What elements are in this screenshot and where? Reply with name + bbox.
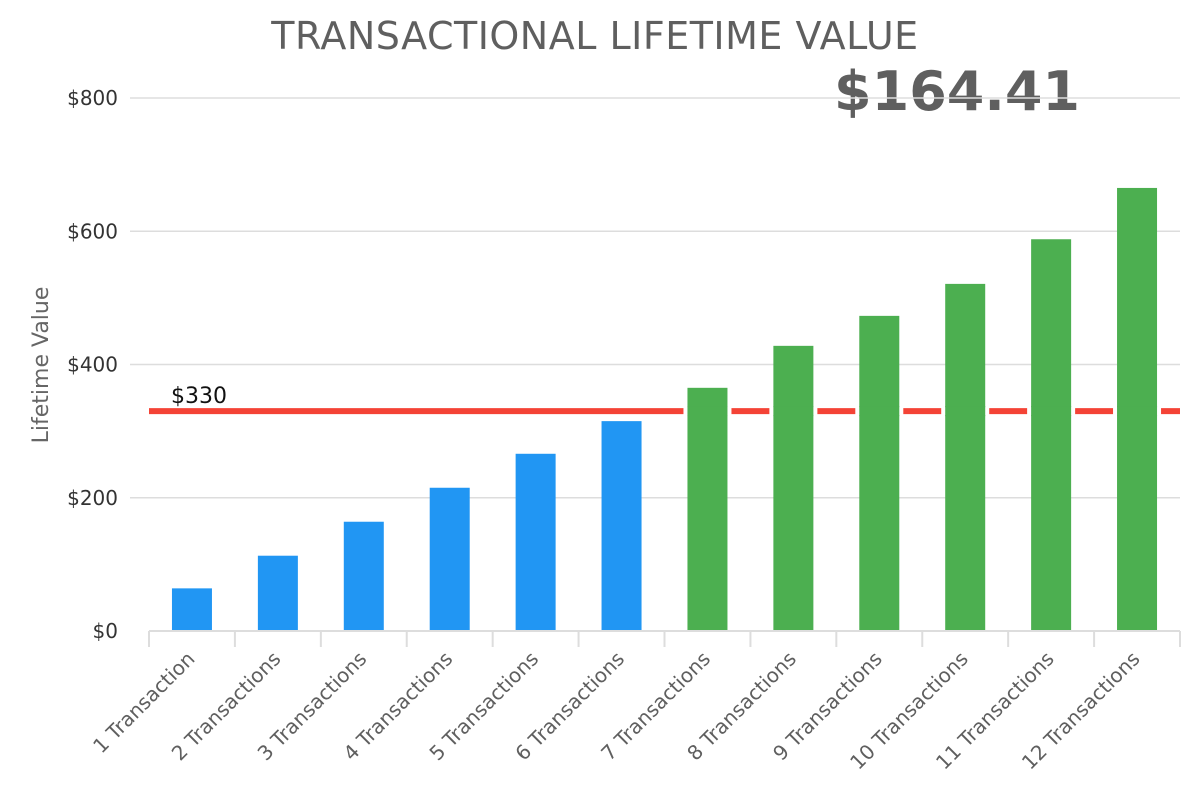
bar [687, 387, 728, 631]
bar [1031, 239, 1072, 631]
headline-value: $164.41 [834, 60, 1080, 123]
reference-line-label: $330 [171, 384, 227, 409]
y-axis-label: Lifetime Value [29, 287, 54, 444]
y-axis-ticks: $0 $200 $400 $600 $800 [67, 86, 118, 643]
bar [515, 453, 556, 631]
bar [773, 345, 814, 631]
bar [859, 315, 900, 631]
bar [429, 487, 470, 631]
bar-overlap [1031, 406, 1072, 417]
y-tick-label: $200 [67, 486, 118, 510]
y-tick-label: $0 [93, 619, 118, 643]
y-tick-label: $800 [67, 86, 118, 110]
bar [257, 555, 298, 631]
grid-lines [130, 97, 1180, 499]
bar-overlap [1117, 406, 1158, 417]
bar [171, 588, 212, 631]
y-tick-label: $600 [67, 219, 118, 243]
bars [171, 187, 1158, 631]
bar-overlap [773, 406, 814, 417]
bar [343, 521, 384, 631]
chart-title: TRANSACTIONAL LIFETIME VALUE [271, 14, 919, 58]
bar-overlap [859, 406, 900, 417]
x-axis [148, 630, 1181, 647]
bar [601, 421, 642, 631]
bar-overlap [687, 406, 728, 417]
bar-overlap [945, 406, 986, 417]
y-tick-label: $400 [67, 353, 118, 377]
bar [945, 283, 986, 631]
reference-line-group: $330 [149, 384, 1180, 417]
